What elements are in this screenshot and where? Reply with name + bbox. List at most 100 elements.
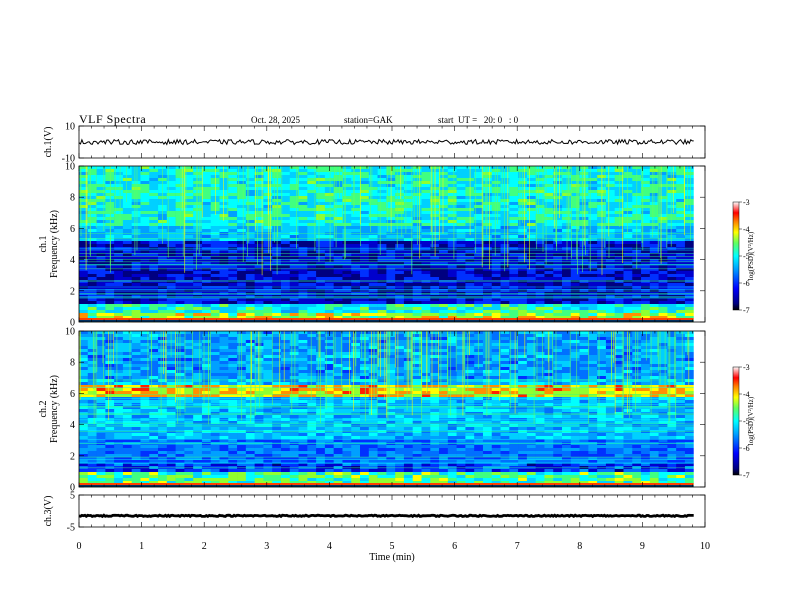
spectrogram-cell — [237, 262, 247, 266]
spectrogram-cell — [87, 172, 97, 176]
spectrogram-cell — [149, 175, 159, 179]
spectrogram-cell — [614, 277, 624, 281]
spectrogram-cell — [228, 277, 238, 281]
spectrogram-cell — [588, 175, 598, 179]
spectrogram-cell — [131, 352, 141, 356]
spectrogram-cell — [491, 184, 501, 188]
spectrogram-cell — [623, 184, 633, 188]
spectrogram-cell — [518, 310, 528, 314]
spectrogram-cell — [614, 274, 624, 278]
spectrogram-cell — [210, 241, 220, 245]
spectrogram-cell — [87, 373, 97, 377]
spectrogram-cell — [184, 286, 194, 290]
spectrogram-cell — [526, 334, 536, 338]
spectrogram-cell — [219, 214, 229, 218]
spectrogram-cell — [412, 271, 422, 275]
spectrogram-cell — [570, 238, 580, 242]
spectrogram-cell — [245, 247, 255, 251]
spectrogram-cell — [368, 166, 378, 170]
spectrogram-cell — [87, 337, 97, 341]
spectrogram-cell — [553, 358, 563, 362]
spectrogram-cell — [131, 346, 141, 350]
spectrogram-cell — [280, 181, 291, 185]
spectrogram-cell — [342, 226, 352, 230]
spectrogram-cell — [333, 376, 343, 380]
spectrogram-cell — [316, 298, 326, 302]
spectrogram-cell — [131, 220, 141, 224]
spectrogram-cell — [351, 373, 361, 377]
spectrogram-cell — [605, 238, 615, 242]
spectrogram-cell — [324, 175, 334, 179]
spectrogram-cell — [360, 286, 370, 290]
spectrogram-cell — [658, 298, 668, 302]
spectrogram-cell — [158, 313, 168, 317]
spectrogram-cell — [491, 250, 501, 254]
spectrogram-cell — [210, 238, 220, 242]
spectrogram-cell — [307, 277, 317, 281]
spectrogram-cell — [614, 304, 624, 308]
spectrogram-cell — [360, 259, 370, 263]
spectrogram-cell — [562, 184, 572, 188]
spectrogram-cell — [237, 184, 247, 188]
spectrogram-cell — [360, 214, 370, 218]
spectrogram-cell — [201, 229, 212, 233]
spectrogram-cell — [114, 169, 124, 173]
spectrogram-cell — [509, 367, 519, 371]
spectrogram-cell — [79, 337, 89, 341]
spectrogram-cell — [579, 373, 589, 377]
spectrogram-cell — [562, 364, 572, 368]
spectrogram-cell — [324, 211, 334, 215]
spectrogram-cell — [272, 355, 282, 359]
spectrogram-cell — [342, 262, 352, 266]
spectrogram-cell — [360, 187, 370, 191]
spectrogram-cell — [245, 280, 255, 284]
spectrogram-cell — [570, 217, 580, 221]
spectrogram-cell — [210, 274, 220, 278]
spectrogram-cell — [447, 268, 457, 272]
spectrogram-cell — [237, 277, 247, 281]
spectrogram-cell — [184, 169, 194, 173]
spectrogram-cell — [377, 226, 387, 230]
spectrogram-cell — [641, 220, 651, 224]
spectrogram-cell — [114, 220, 124, 224]
spectrogram-cell — [131, 241, 141, 245]
spectrogram-cell — [289, 307, 299, 311]
spectrogram-cell — [597, 316, 607, 320]
spectrogram-cell — [122, 346, 132, 350]
spectrogram-cell — [605, 187, 615, 191]
spectrogram-cell — [491, 178, 501, 182]
spectrogram-cell — [597, 280, 607, 284]
spectrogram-cell — [562, 301, 572, 305]
spectrogram-cell — [684, 301, 695, 305]
spectrogram-cell — [588, 316, 598, 320]
spectrogram-cell — [386, 373, 396, 377]
spectrogram-cell — [289, 358, 299, 362]
spectrogram-cell — [421, 241, 431, 245]
spectrogram-cell — [351, 175, 361, 179]
spectrogram-cell — [245, 274, 255, 278]
spectrogram-cell — [166, 316, 176, 320]
spectrogram-cell — [131, 253, 141, 257]
spectrogram-cell — [79, 355, 89, 359]
spectrogram-cell — [307, 361, 317, 365]
spectrogram-cell — [158, 361, 168, 365]
spectrogram-cell — [518, 361, 528, 365]
spectrogram-cell — [570, 169, 580, 173]
spectrogram-cell — [447, 313, 457, 317]
spectrogram-cell — [588, 364, 598, 368]
spectrogram-cell — [562, 346, 572, 350]
spectrogram-cell — [509, 355, 519, 359]
spectrogram-cell — [342, 376, 352, 380]
spectrogram-cell — [658, 364, 668, 368]
spectrogram-cell — [228, 187, 238, 191]
spectrogram-cell — [219, 265, 229, 269]
spectrogram-cell — [184, 268, 194, 272]
spectrogram-cell — [500, 313, 510, 317]
spectrogram-cell — [623, 337, 633, 341]
spectrogram-cell — [658, 307, 668, 311]
spectrogram-cell — [87, 190, 97, 194]
spectrogram-cell — [228, 286, 238, 290]
spectrogram-cell — [676, 283, 686, 287]
spectrogram-cell — [280, 217, 291, 221]
spectrogram-cell — [553, 286, 563, 290]
